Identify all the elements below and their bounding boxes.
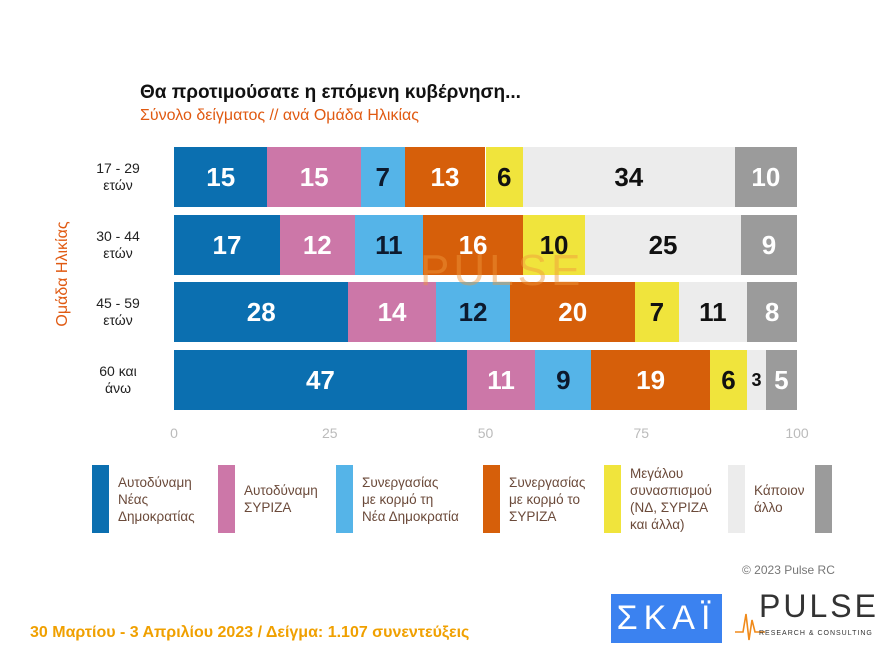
bar-segment: 11 (354, 215, 424, 275)
data-label: 9 (556, 364, 571, 395)
x-tick-label: 75 (633, 425, 650, 441)
data-label: 34 (614, 161, 644, 192)
data-label: 3 (751, 369, 762, 390)
bar-segment: 15 (174, 147, 268, 207)
copyright: © 2023 Pulse RC (742, 563, 835, 577)
data-label: 10 (751, 161, 781, 192)
skai-logo: ΣΚΑΪ (611, 594, 722, 643)
bar-segment: 16 (423, 215, 523, 275)
bar-segment: 10 (522, 215, 586, 275)
bar-segment: 12 (279, 215, 355, 275)
bar-segment: 12 (435, 282, 511, 342)
data-label: 9 (761, 229, 777, 260)
bar-segment: 8 (747, 282, 797, 342)
data-label: 11 (375, 229, 403, 260)
legend-swatch (604, 465, 621, 533)
data-label: 11 (487, 364, 515, 395)
legend-swatch (92, 465, 109, 533)
x-tick-label: 25 (321, 425, 338, 441)
legend-swatch (815, 465, 832, 533)
legend-swatch (336, 465, 353, 533)
legend-label: Κάποιον άλλο (754, 483, 805, 515)
footer-note: 30 Μαρτίου - 3 Απριλίου 2023 / Δείγμα: 1… (30, 624, 470, 641)
data-label: 13 (430, 161, 460, 192)
chart-title: Θα προτιμούσατε η επόμενη κυβέρνηση... (140, 82, 521, 103)
pulse-logo: PULSE RESEARCH & CONSULTING (735, 588, 876, 644)
legend-swatch (483, 465, 500, 533)
bar-segment: 47 (174, 350, 467, 410)
bar-segment: 34 (522, 147, 735, 207)
data-label: 6 (496, 161, 512, 192)
bar-segment: 5 (765, 350, 797, 410)
data-label: 12 (458, 296, 488, 327)
bar-segment: 25 (585, 215, 741, 275)
bar-segment: 7 (635, 282, 679, 342)
x-tick-label: 50 (477, 425, 494, 441)
data-label: 8 (764, 296, 780, 327)
legend-swatch (218, 465, 235, 533)
bar-segment: 14 (348, 282, 436, 342)
data-label: 12 (302, 229, 332, 260)
bar-segment: 10 (734, 147, 797, 207)
bar-segment: 28 (174, 282, 349, 342)
legend-label: Αυτοδύναμη ΣΥΡΙΖΑ (244, 483, 318, 515)
data-label: 6 (721, 364, 736, 395)
data-label: 11 (699, 296, 727, 327)
bar-segment: 20 (510, 282, 635, 342)
bar-segment: 17 (174, 215, 280, 275)
bar-segment: 19 (591, 350, 710, 410)
data-label: 19 (636, 364, 666, 395)
pulse-wordmark: PULSE (759, 588, 879, 624)
pulse-wave-icon (735, 613, 765, 641)
category-label: 60 και άνω (99, 363, 137, 396)
data-label: 14 (377, 296, 407, 327)
chart-subtitle: Σύνολο δείγματος // ανά Ομάδα Ηλικίας (140, 107, 419, 124)
data-label: 15 (299, 161, 329, 192)
bar-segment: 11 (678, 282, 748, 342)
bar-segment: 9 (535, 350, 592, 410)
bar-segment: 3 (747, 350, 766, 410)
data-label: 28 (246, 296, 276, 327)
bar-segment: 15 (267, 147, 361, 207)
x-tick-label: 0 (170, 425, 178, 441)
legend-label: Μεγάλου συνασπισμού (ΝΔ, ΣΥΡΙΖΑ και άλλα) (630, 466, 712, 532)
data-label: 20 (558, 296, 588, 327)
legend-label: Συνεργασίας με κορμό το ΣΥΡΙΖΑ (509, 474, 586, 524)
bar-segment: 7 (360, 147, 405, 207)
legend-swatch (728, 465, 745, 533)
data-label: 7 (649, 296, 665, 327)
x-tick-label: 100 (785, 425, 809, 441)
legend-label: Αυτοδύναμη Νέας Δημοκρατίας (118, 474, 195, 524)
data-label: 15 (206, 161, 236, 192)
bar-segment: 9 (740, 215, 797, 275)
data-label: 5 (774, 364, 789, 395)
bar-segment: 6 (709, 350, 748, 410)
data-label: 47 (305, 364, 335, 395)
category-label: 45 - 59 ετών (96, 295, 140, 328)
data-label: 25 (648, 229, 678, 260)
bar-segment: 13 (404, 147, 486, 207)
data-label: 16 (458, 229, 488, 260)
bar-segment: 6 (485, 147, 523, 207)
pulse-subtitle: RESEARCH & CONSULTING (759, 630, 873, 637)
bar-segment: 11 (466, 350, 536, 410)
category-label: 17 - 29 ετών (96, 160, 140, 193)
legend-label: Συνεργασίας με κορμό τη Νέα Δημοκρατία (362, 474, 459, 524)
category-label: 30 - 44 ετών (96, 228, 140, 261)
data-label: 10 (539, 229, 569, 260)
data-label: 17 (212, 229, 242, 260)
data-label: 7 (375, 161, 390, 192)
